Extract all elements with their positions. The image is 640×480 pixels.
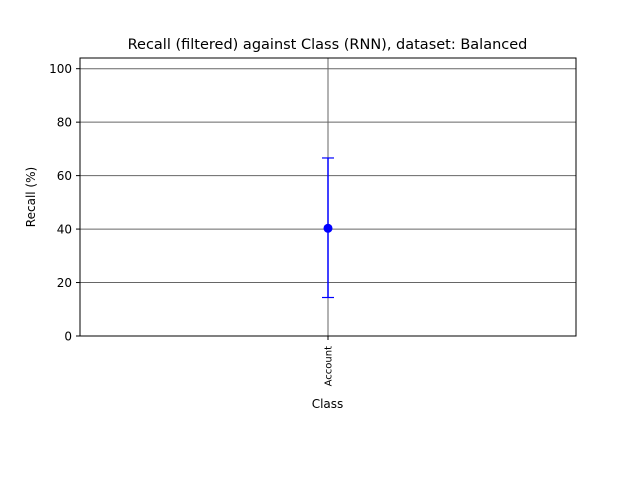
y-axis-ticks: 0 20 40 60 80 100 — [49, 62, 80, 344]
y-tick-label: 0 — [64, 330, 72, 344]
y-axis-label: Recall (%) — [24, 167, 38, 227]
y-tick-label: 100 — [49, 62, 72, 76]
plot-frame — [79, 57, 577, 337]
x-axis-label: Class — [312, 397, 344, 411]
x-axis-ticks: Account — [324, 336, 335, 386]
data-point — [323, 223, 333, 233]
chart-title: Recall (filtered) against Class (RNN), d… — [128, 37, 528, 53]
y-tick-label: 80 — [57, 116, 72, 130]
y-tick-label: 40 — [57, 223, 72, 237]
y-tick-label: 20 — [57, 276, 72, 290]
y-tick-label: 60 — [57, 169, 72, 183]
data-marks — [322, 157, 334, 299]
x-tick-label: Account — [324, 346, 335, 386]
